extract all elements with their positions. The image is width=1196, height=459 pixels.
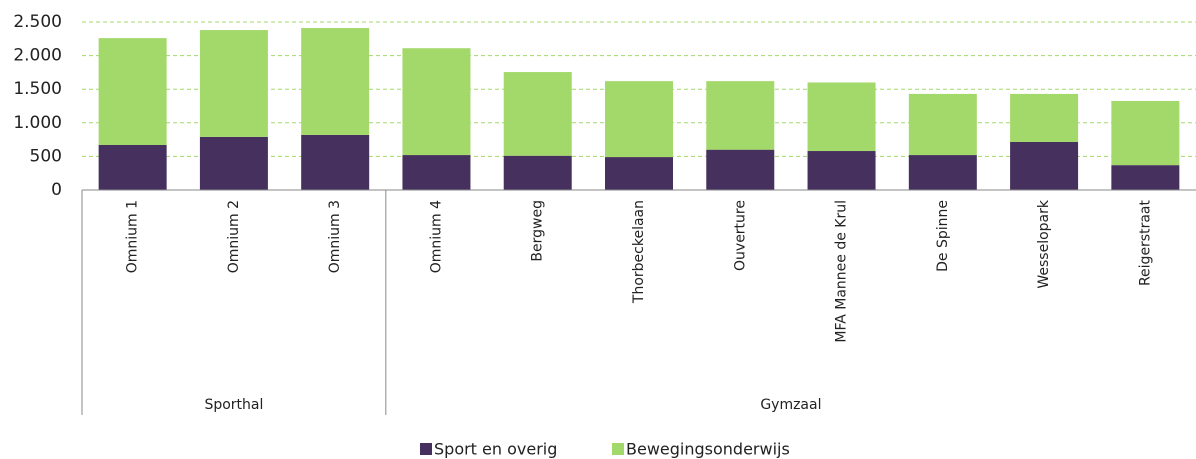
bar-segment (1010, 93, 1079, 142)
y-tick-label: 1.500 (13, 79, 62, 99)
bar-segment (199, 30, 268, 137)
bar-segment (301, 134, 370, 190)
x-tick-label: Bergweg (530, 200, 546, 262)
bar-segment (199, 136, 268, 190)
bar-segment (98, 38, 167, 145)
x-tick-label: De Spinne (935, 200, 951, 272)
bar-segment (402, 155, 471, 190)
y-tick-label: 2.500 (13, 12, 62, 32)
bar-segment (605, 157, 673, 190)
bar-segment (908, 155, 977, 190)
bar-segment (706, 149, 775, 190)
x-tick-label: Omnium 3 (327, 200, 343, 273)
bar-segment (1111, 100, 1180, 166)
x-tick-label: Wesselopark (1036, 199, 1052, 289)
bar-segment (706, 81, 775, 150)
x-tick-label: MFA Mannee de Krul (834, 200, 850, 343)
group-label: Sporthal (204, 397, 263, 413)
bar-segment (605, 81, 673, 158)
bar-segment (503, 155, 572, 190)
bar-segment (98, 144, 167, 190)
x-tick-label: Ouverture (732, 200, 748, 271)
x-tick-label: Omnium 2 (226, 200, 242, 273)
x-tick-label: Omnium 1 (125, 200, 141, 273)
legend-label: Bewegingsonderwijs (626, 440, 790, 459)
y-tick-label: 1.000 (13, 113, 62, 133)
bar-segment (807, 82, 876, 152)
bar-segment (402, 48, 471, 156)
y-tick-label: 2.000 (13, 46, 62, 66)
legend-swatch (420, 443, 432, 455)
group-label: Gymzaal (760, 397, 821, 413)
bar-segment (503, 72, 572, 156)
bar-segment (807, 151, 876, 190)
bar-segment (1111, 165, 1180, 190)
x-tick-label: Thorbeckelaan (631, 200, 647, 304)
bar-segment (908, 93, 977, 156)
bar-segment (301, 28, 370, 135)
y-tick-label: 0 (51, 180, 62, 200)
y-tick-label: 500 (30, 146, 62, 166)
x-tick-label: Omnium 4 (428, 200, 444, 273)
x-tick-label: Reigerstraat (1137, 199, 1153, 286)
legend-swatch (612, 443, 624, 455)
bar-segment (1010, 141, 1079, 190)
legend-label: Sport en overig (434, 440, 557, 459)
